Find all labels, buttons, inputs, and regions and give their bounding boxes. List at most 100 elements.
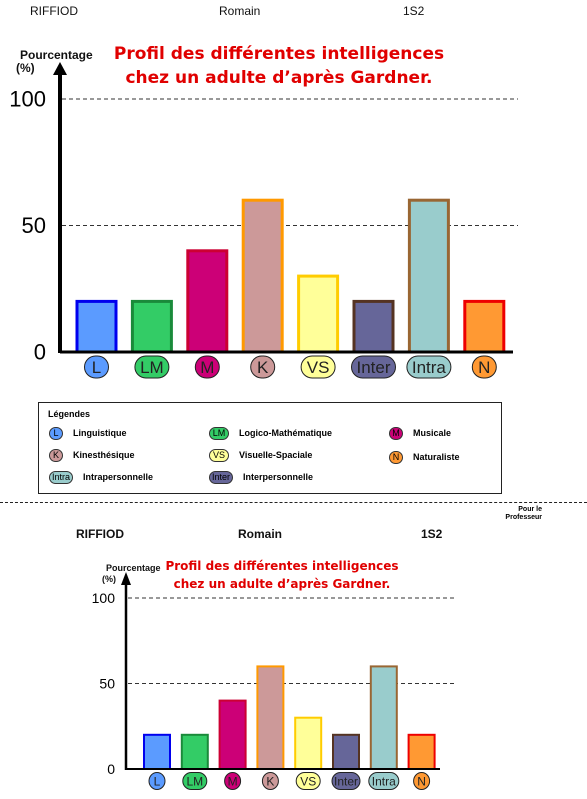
chart-title-copy-line1: Profil des différentes intelligences	[165, 559, 399, 573]
chart-title-copy-line2: chez un adulte d’après Gardner.	[173, 577, 391, 591]
chart-title-line1: Profil des différentes intelligences	[113, 44, 445, 64]
copy-x-label-chip-k	[261, 772, 279, 790]
chart-title-copy: Profil des différentes intelligences che…	[162, 557, 402, 593]
copy-x-label-chip-n	[413, 772, 431, 790]
chart-title: Profil des différentes intelligences che…	[106, 42, 452, 90]
x-tick-label-n: N	[478, 358, 490, 377]
copy-x-tick-label-vs: VS	[300, 774, 316, 788]
copy-x-tick-label-k: K	[266, 774, 274, 788]
x-tick-label-l: L	[92, 358, 101, 377]
x-label-chip-inter	[351, 355, 396, 379]
copy-x-tick-label-m: M	[228, 774, 238, 788]
copy-x-label-chip-vs	[295, 772, 321, 790]
student-name-copy: RIFFIOD	[76, 527, 124, 541]
x-tick-label-inter: Inter	[356, 358, 390, 377]
copy-x-tick-label-l: L	[154, 774, 161, 788]
legend-label-k: Kinesthésique	[73, 450, 135, 460]
legend-item-n: N Naturaliste	[389, 449, 460, 465]
x-label-chip-m	[194, 355, 220, 379]
legend-chip-m: M	[389, 426, 403, 440]
legend-item-l: L Linguistique	[49, 425, 127, 441]
legend-item-k: K Kinesthésique	[49, 447, 135, 463]
bar-m	[186, 249, 229, 354]
teacher-note: Pour le Professeur	[486, 506, 542, 522]
bar-n	[463, 299, 506, 354]
legend-box: Légendes L Linguistique LM Logico-Mathémati…	[38, 402, 502, 494]
legend-label-l: Linguistique	[73, 428, 127, 438]
legend-chip-k: K	[49, 448, 63, 462]
x-tick-label-intra: Intra	[412, 358, 447, 377]
copy-y-tick-50: 50	[99, 675, 115, 691]
y-axis-arrow	[53, 62, 67, 75]
x-tick-label-m: M	[200, 358, 214, 377]
copy-bar-intra	[369, 665, 398, 771]
legend-label-m: Musicale	[413, 428, 452, 438]
teacher-note-line2: Professeur	[505, 514, 542, 521]
copy-bar-k	[256, 665, 285, 771]
y-axis-label-copy: Pourcentage (%)	[102, 563, 161, 585]
legend-item-intra: Intra Intrapersonnelle	[49, 469, 153, 485]
legend-item-vs: VS Visuelle-Spaciale	[209, 447, 312, 463]
legend-chip-inter: Inter	[209, 470, 233, 484]
legend-item-inter: Inter Interpersonnelle	[209, 469, 313, 485]
copy-bar-l	[143, 733, 171, 770]
copy-x-label-chip-intra	[368, 772, 400, 790]
copy-bar-n	[407, 733, 436, 770]
x-tick-label-vs: VS	[307, 358, 330, 377]
y-tick-50: 50	[22, 213, 46, 238]
chart-title-line2: chez un adulte d’après Gardner.	[125, 68, 433, 88]
student-name: RIFFIOD	[30, 4, 78, 18]
legend-item-lm: LM Logico-Mathématique	[209, 425, 332, 441]
legend-chip-l: L	[49, 426, 63, 440]
copy-x-label-chip-lm	[182, 772, 208, 790]
y-axis-label: Pourcentage (%)	[16, 48, 93, 75]
copy-x-tick-label-n: N	[417, 774, 426, 788]
bar-l	[75, 299, 118, 354]
bar-k	[241, 198, 284, 354]
student-firstname: Romain	[219, 4, 261, 18]
x-label-chip-intra	[406, 355, 452, 379]
student-class: 1S2	[403, 4, 425, 18]
legend-title: Légendes	[48, 409, 91, 419]
student-firstname-copy: Romain	[238, 527, 283, 541]
copy-x-tick-label-lm: LM	[186, 774, 203, 788]
legend-chip-vs: VS	[209, 448, 229, 462]
copy-x-label-chip-m	[224, 772, 242, 790]
copy-x-tick-label-intra: Intra	[372, 774, 396, 788]
y-tick-0: 0	[34, 340, 46, 365]
y-axis-label-line2: (%)	[16, 61, 35, 75]
bar-lm	[130, 299, 173, 354]
y-axis-label-copy-line1: Pourcentage	[106, 563, 161, 573]
y-axis-label-line1: Pourcentage	[20, 48, 93, 62]
copy-x-tick-label-inter: Inter	[334, 774, 358, 788]
x-label-chip-n	[471, 355, 497, 379]
student-class-copy: 1S2	[421, 527, 443, 541]
copy-bar-vs	[294, 716, 323, 771]
bar-intra	[407, 198, 450, 354]
page-divider	[0, 502, 587, 503]
x-label-chip-lm	[134, 355, 170, 379]
x-label-chip-k	[250, 355, 276, 379]
bar-vs	[297, 274, 340, 354]
copy-y-tick-100: 100	[92, 590, 116, 606]
legend-label-vs: Visuelle-Spaciale	[239, 450, 313, 460]
legend-label-lm: Logico-Mathématique	[239, 428, 333, 438]
x-tick-label-k: K	[257, 358, 269, 377]
copy-y-tick-0: 0	[107, 761, 115, 777]
copy-y-axis-arrow	[121, 572, 131, 585]
teacher-note-line1: Pour le	[518, 506, 542, 513]
legend-label-inter: Interpersonnelle	[243, 472, 314, 482]
legend-item-m: M Musicale	[389, 425, 451, 441]
y-axis-label-copy-line2: (%)	[102, 574, 116, 584]
legend-label-intra: Intrapersonnelle	[83, 472, 154, 482]
x-label-chip-l	[84, 355, 109, 379]
legend-chip-intra: Intra	[49, 470, 73, 484]
legend-chip-lm: LM	[209, 426, 229, 440]
copy-x-label-chip-l	[148, 772, 166, 790]
copy-bar-lm	[180, 733, 209, 770]
copy-x-label-chip-inter	[331, 772, 361, 790]
bar-inter	[352, 299, 395, 354]
x-label-chip-vs	[300, 355, 336, 379]
y-tick-100: 100	[9, 87, 46, 112]
